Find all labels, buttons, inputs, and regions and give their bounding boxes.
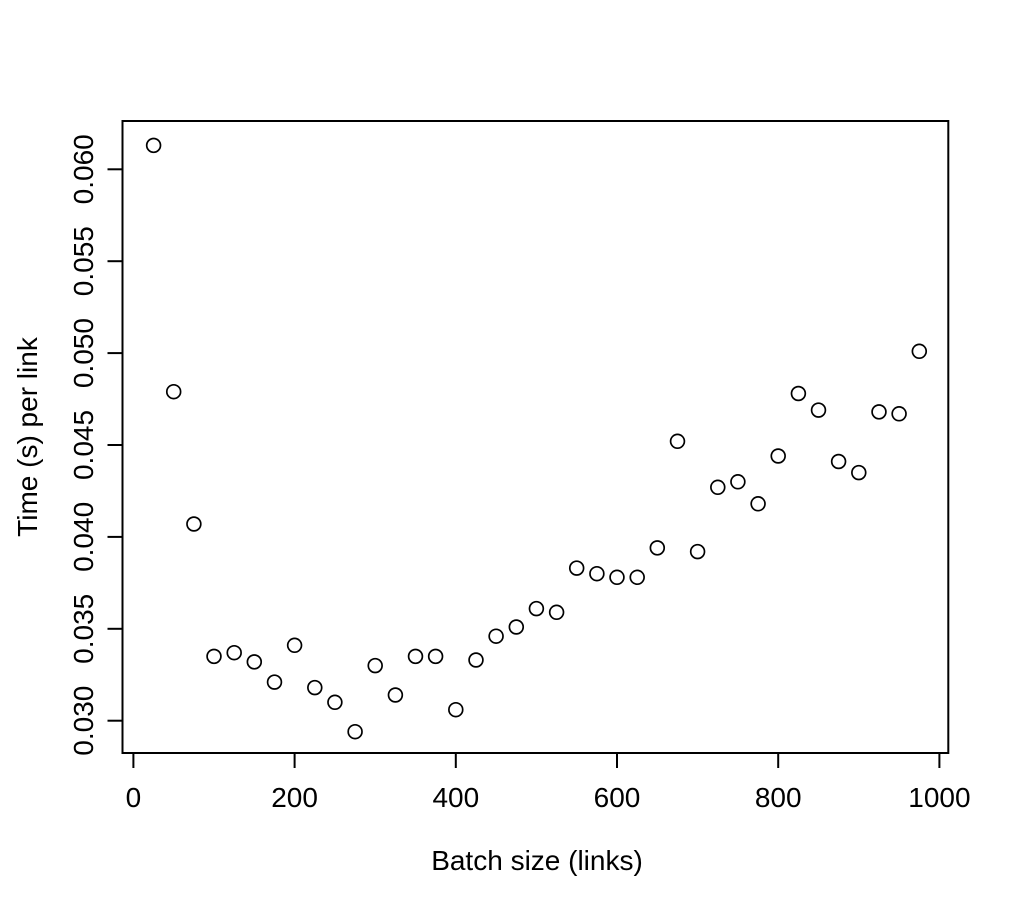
data-point xyxy=(851,464,867,481)
data-point xyxy=(347,723,363,740)
y-tick-label: 0.045 xyxy=(68,410,99,480)
data-point xyxy=(730,474,746,490)
y-tick-label: 0.040 xyxy=(68,502,99,572)
data-point xyxy=(710,479,726,496)
data-point xyxy=(508,619,525,635)
data-point xyxy=(246,654,263,670)
x-tick-label: 1000 xyxy=(908,782,970,813)
y-tick-label: 0.050 xyxy=(68,318,99,388)
data-point xyxy=(286,637,303,654)
data-point xyxy=(145,137,162,154)
plot-box xyxy=(121,120,950,754)
data-point xyxy=(589,565,605,582)
data-point xyxy=(770,448,786,464)
data-point xyxy=(830,453,847,470)
data-point xyxy=(266,674,283,690)
data-point xyxy=(649,540,666,556)
data-point xyxy=(810,402,827,418)
data-point xyxy=(548,604,565,621)
data-point xyxy=(307,679,323,696)
data-point xyxy=(387,687,404,703)
x-axis-title: Batch size (links) xyxy=(431,845,643,876)
data-point xyxy=(689,543,706,560)
data-point xyxy=(206,648,222,665)
data-point xyxy=(629,569,645,586)
y-tick-label: 0.035 xyxy=(68,594,99,664)
data-point xyxy=(165,383,182,400)
data-point xyxy=(367,657,383,674)
x-tick-label: 800 xyxy=(755,782,802,813)
data-point xyxy=(911,343,928,360)
x-tick-label: 600 xyxy=(594,782,641,813)
data-point xyxy=(750,496,766,512)
y-tick-label: 0.055 xyxy=(68,226,99,296)
data-point xyxy=(448,701,464,718)
data-point xyxy=(790,385,807,402)
data-point xyxy=(226,644,242,661)
data-point xyxy=(609,569,625,586)
data-point xyxy=(528,600,545,617)
data-point xyxy=(468,652,484,668)
data-point xyxy=(186,516,202,532)
data-point xyxy=(427,648,444,665)
data-point xyxy=(669,433,686,450)
data-point xyxy=(568,560,585,576)
y-tick-label: 0.060 xyxy=(68,134,99,204)
data-point xyxy=(891,406,907,422)
data-point xyxy=(488,628,504,644)
plot-area: 0 200 400 600 800 1000 0.030 0.035 0.040 0.045 0.0… xyxy=(68,120,971,813)
x-tick-label: 200 xyxy=(271,782,318,813)
y-tick-label: 0.030 xyxy=(68,686,99,756)
x-tick-label: 0 xyxy=(126,782,142,813)
data-point xyxy=(327,694,343,711)
data-point xyxy=(871,404,887,420)
x-tick-label: 400 xyxy=(432,782,479,813)
data-point xyxy=(407,648,424,665)
y-axis-title: Time (s) per link xyxy=(12,336,43,537)
